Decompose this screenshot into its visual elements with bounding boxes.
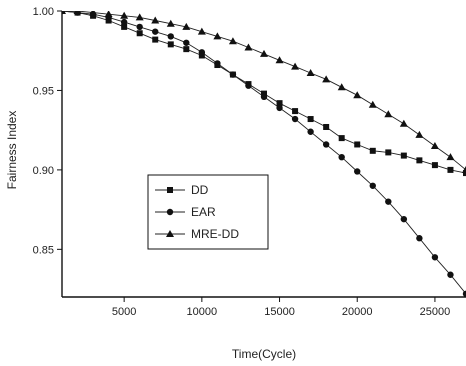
data-point-mre-dd	[353, 91, 362, 99]
y-axis-ticks: 0.85 0.90 0.95 1.00	[33, 6, 62, 256]
x-tick-label: 15000	[264, 306, 295, 318]
x-tick-label: 5000	[112, 306, 136, 318]
series-mre-dd	[62, 11, 466, 173]
data-point-ear	[322, 141, 330, 148]
data-point-mre-dd	[322, 75, 331, 83]
data-point-mre-dd	[104, 11, 113, 18]
data-point-ear	[385, 198, 392, 205]
data-point-mre-dd	[182, 22, 191, 30]
series-dd	[62, 11, 466, 177]
data-point-ear	[183, 39, 190, 46]
data-point-dd	[447, 166, 454, 173]
data-point-ear	[291, 115, 299, 123]
data-point-ear	[120, 18, 128, 26]
data-point-dd	[338, 135, 345, 142]
data-point-ear	[276, 104, 283, 112]
y-tick-label: 0.90	[33, 165, 54, 177]
data-point-ear	[245, 82, 252, 89]
legend-item-ear: EAR	[155, 205, 216, 219]
data-point-ear	[198, 49, 206, 56]
data-point-mre-dd	[384, 110, 393, 118]
data-point-ear	[136, 23, 143, 31]
series-ear	[62, 11, 466, 297]
legend-marker-dd	[167, 187, 173, 193]
x-axis-title: Time(Cycle)	[232, 347, 296, 361]
series-line-mre-dd	[62, 11, 466, 171]
legend-items: DD EAR MRE-DD	[155, 183, 239, 241]
data-point-ear	[167, 33, 174, 40]
data-point-dd	[369, 147, 376, 154]
legend-label-mre-dd: MRE-DD	[191, 227, 239, 241]
data-point-dd	[354, 141, 361, 148]
data-point-mre-dd	[166, 19, 175, 27]
y-axis-title: Fairness Index	[5, 111, 19, 190]
data-point-dd	[385, 149, 392, 156]
data-point-mre-dd	[73, 11, 82, 14]
data-point-dd	[276, 100, 283, 107]
data-point-mre-dd	[291, 62, 300, 70]
y-tick-label: 0.85	[33, 244, 54, 256]
data-point-ear	[307, 128, 314, 135]
data-point-ear	[229, 71, 237, 78]
data-point-dd	[463, 170, 466, 177]
data-point-mre-dd	[213, 32, 222, 40]
data-point-ear	[400, 215, 408, 223]
x-tick-label: 25000	[420, 306, 451, 318]
data-point-mre-dd	[89, 11, 98, 16]
x-tick-label: 20000	[342, 306, 373, 318]
data-point-dd	[292, 108, 299, 115]
data-point-ear	[369, 182, 376, 189]
series-layer	[62, 11, 466, 297]
data-point-mre-dd	[462, 165, 466, 173]
legend-label-dd: DD	[191, 183, 209, 197]
data-point-mre-dd	[430, 142, 439, 150]
legend-marker-mre-dd	[166, 230, 174, 237]
x-axis-ticks: 5000 10000 15000 20000 25000	[112, 297, 450, 318]
data-point-mre-dd	[135, 13, 144, 21]
data-point-dd	[183, 46, 190, 53]
legend-label-ear: EAR	[191, 205, 216, 219]
data-point-mre-dd	[151, 16, 160, 24]
data-point-ear	[214, 60, 221, 67]
data-point-mre-dd	[120, 11, 129, 19]
legend: DD EAR MRE-DD	[147, 174, 269, 250]
data-point-mre-dd	[399, 119, 408, 127]
data-point-mre-dd	[275, 56, 284, 64]
legend-item-mre-dd: MRE-DD	[155, 227, 239, 241]
data-point-dd	[152, 36, 159, 43]
data-point-ear	[338, 153, 345, 161]
data-point-dd	[416, 157, 423, 164]
data-point-mre-dd	[197, 27, 206, 35]
data-point-ear	[431, 254, 439, 261]
data-point-ear	[447, 271, 454, 278]
data-point-mre-dd	[228, 37, 237, 45]
data-point-dd	[121, 23, 128, 30]
data-point-ear	[152, 28, 159, 35]
data-point-ear	[260, 93, 268, 101]
x-tick-label: 10000	[187, 306, 218, 318]
y-tick-label: 0.95	[33, 85, 54, 97]
data-point-mre-dd	[415, 130, 424, 138]
data-point-dd	[307, 116, 314, 123]
y-tick-label: 1.00	[33, 6, 54, 18]
data-point-mre-dd	[337, 83, 346, 91]
legend-item-dd: DD	[155, 183, 209, 197]
data-point-mre-dd	[260, 49, 268, 57]
data-point-mre-dd	[306, 68, 315, 76]
data-point-mre-dd	[62, 11, 66, 14]
data-point-mre-dd	[446, 153, 455, 161]
data-point-ear	[354, 168, 361, 175]
data-point-dd	[323, 123, 330, 130]
data-point-dd	[400, 152, 407, 159]
data-point-ear	[462, 290, 466, 297]
data-point-dd	[136, 30, 143, 37]
data-point-mre-dd	[244, 43, 253, 51]
data-point-ear	[416, 235, 423, 242]
data-point-dd	[431, 162, 438, 169]
data-point-mre-dd	[368, 100, 377, 108]
data-point-dd	[167, 41, 174, 48]
legend-marker-ear	[166, 208, 174, 216]
